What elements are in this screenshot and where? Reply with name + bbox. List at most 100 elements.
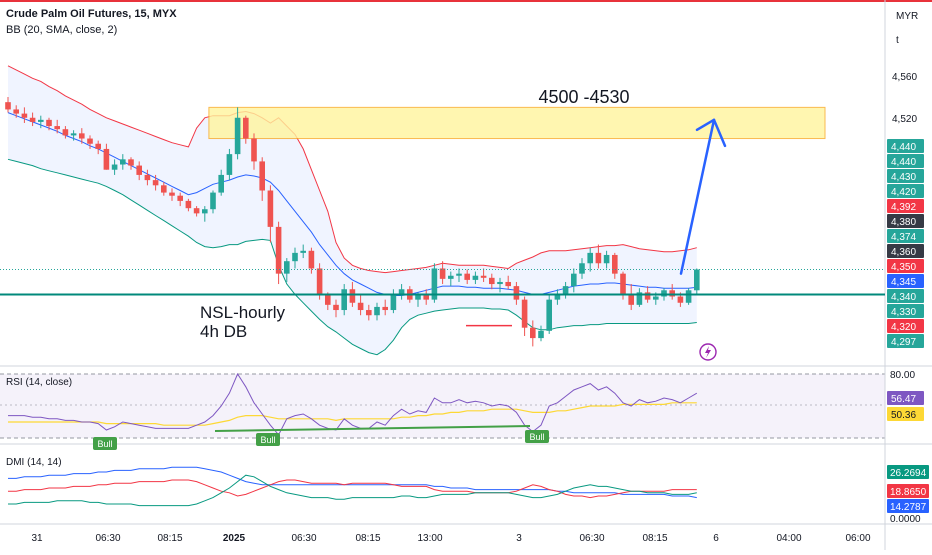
candle[interactable]	[612, 254, 618, 274]
symbol-title[interactable]: Crude Palm Oil Futures, 15, MYX	[6, 8, 177, 20]
bull-marker[interactable]	[256, 433, 280, 446]
candle[interactable]	[218, 174, 224, 193]
candle[interactable]	[300, 250, 306, 253]
candle[interactable]	[202, 209, 208, 214]
candle[interactable]	[685, 290, 692, 303]
candle[interactable]	[259, 161, 265, 191]
nsl-label-line1[interactable]: NSL-hourly	[200, 303, 286, 322]
candle[interactable]	[439, 268, 446, 279]
candle[interactable]	[554, 294, 561, 300]
rsi-badge[interactable]	[887, 407, 924, 421]
candle[interactable]	[120, 159, 126, 165]
scale-mode-label[interactable]: t	[896, 35, 899, 46]
candle[interactable]	[398, 289, 405, 295]
candle[interactable]	[111, 164, 118, 170]
candle[interactable]	[390, 294, 397, 311]
candle[interactable]	[103, 148, 110, 170]
candle[interactable]	[472, 275, 479, 280]
currency-label[interactable]: MYR	[896, 11, 918, 22]
bull-marker[interactable]	[525, 430, 549, 443]
candle[interactable]	[587, 252, 593, 264]
candle[interactable]	[357, 302, 364, 311]
candle[interactable]	[243, 117, 249, 139]
candle[interactable]	[136, 165, 142, 175]
price-badge[interactable]	[887, 154, 924, 168]
candle[interactable]	[275, 226, 282, 274]
candle[interactable]	[341, 289, 347, 311]
candle[interactable]	[267, 190, 274, 227]
candle[interactable]	[464, 273, 470, 280]
price-badge[interactable]	[887, 289, 924, 303]
candle[interactable]	[431, 268, 438, 300]
candle[interactable]	[489, 277, 495, 285]
candle[interactable]	[677, 296, 684, 303]
candle[interactable]	[620, 273, 626, 295]
candle[interactable]	[152, 180, 159, 186]
candle[interactable]	[628, 294, 634, 305]
candle[interactable]	[308, 250, 315, 269]
candle[interactable]	[251, 138, 257, 162]
price-badge[interactable]	[887, 244, 924, 258]
candle[interactable]	[595, 252, 602, 264]
candle[interactable]	[644, 292, 651, 300]
candle[interactable]	[70, 133, 77, 136]
rsi-badge[interactable]	[887, 391, 924, 405]
price-badge[interactable]	[887, 229, 924, 243]
candle[interactable]	[521, 299, 528, 328]
candle[interactable]	[546, 299, 552, 331]
candle[interactable]	[54, 126, 60, 130]
bull-marker[interactable]	[93, 437, 117, 450]
candle[interactable]	[538, 330, 544, 339]
candle[interactable]	[579, 263, 585, 274]
candle[interactable]	[161, 185, 167, 193]
candle[interactable]	[571, 273, 577, 287]
candle[interactable]	[210, 192, 216, 210]
price-badge[interactable]	[887, 259, 924, 273]
candle[interactable]	[87, 138, 93, 144]
candle[interactable]	[661, 290, 667, 297]
candle[interactable]	[21, 113, 28, 118]
candle[interactable]	[366, 310, 372, 316]
candle[interactable]	[415, 294, 421, 300]
candle[interactable]	[669, 290, 675, 297]
target-zone-label[interactable]: 4500 -4530	[538, 87, 629, 107]
candle[interactable]	[325, 294, 331, 305]
rsi-divergence-line[interactable]	[214, 425, 531, 432]
candle[interactable]	[448, 275, 454, 279]
price-badge[interactable]	[887, 139, 924, 153]
candle[interactable]	[497, 281, 503, 285]
candle[interactable]	[144, 174, 151, 181]
price-badge[interactable]	[887, 274, 924, 288]
rsi-line[interactable]	[8, 372, 698, 436]
price-badge[interactable]	[887, 304, 924, 318]
rsi-ma-line[interactable]	[8, 402, 697, 426]
candle[interactable]	[169, 192, 175, 196]
adx-line[interactable]	[8, 466, 697, 499]
candle[interactable]	[234, 117, 241, 155]
candle[interactable]	[193, 208, 200, 214]
candle[interactable]	[694, 269, 700, 291]
dmi-legend[interactable]: DMI (14, 14)	[6, 457, 62, 468]
candle[interactable]	[333, 304, 339, 311]
candle[interactable]	[62, 129, 69, 136]
candle[interactable]	[284, 261, 290, 274]
plus-di-line[interactable]	[8, 474, 697, 507]
dmi-badge[interactable]	[887, 465, 929, 479]
candle[interactable]	[423, 294, 429, 300]
candle[interactable]	[13, 109, 19, 114]
candle[interactable]	[46, 119, 52, 127]
candle[interactable]	[374, 306, 380, 316]
candle[interactable]	[480, 275, 487, 278]
candle[interactable]	[530, 327, 536, 339]
price-badge[interactable]	[887, 184, 924, 198]
bb-lower-line[interactable]	[7, 158, 697, 356]
candle[interactable]	[513, 286, 520, 300]
price-badge[interactable]	[887, 334, 924, 348]
nsl-label-line2[interactable]: 4h DB	[200, 322, 247, 341]
candle[interactable]	[5, 102, 11, 110]
candle[interactable]	[29, 117, 36, 122]
candle[interactable]	[226, 154, 233, 175]
candle[interactable]	[505, 281, 511, 287]
candle[interactable]	[562, 286, 569, 295]
